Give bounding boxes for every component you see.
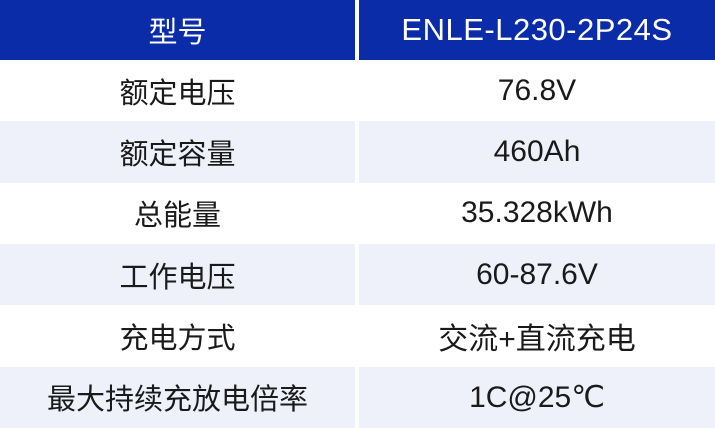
model-number-value: ENLE-L230-2P24S [401, 12, 673, 47]
table-row: 额定容量 460Ah [0, 121, 715, 183]
row-value: 60-87.6V [476, 257, 598, 291]
row-value: 1C@25℃ [469, 380, 605, 414]
table-row: 额定电压 76.8V [0, 60, 715, 122]
column-divider [355, 121, 359, 183]
row-label: 额定容量 [119, 138, 236, 171]
column-divider [355, 305, 359, 367]
row-value: 交流+直流充电 [438, 322, 636, 356]
column-divider [355, 366, 359, 428]
column-divider [355, 182, 359, 244]
row-value: 460Ah [493, 134, 581, 168]
row-label: 额定电压 [119, 77, 236, 110]
row-label: 最大持续充放电倍率 [46, 384, 308, 417]
model-header-label: 型号 [148, 17, 207, 49]
column-divider [355, 243, 359, 306]
row-label: 充电方式 [119, 322, 236, 355]
table-row: 总能量 35.328kWh [0, 182, 715, 244]
column-divider [355, 60, 359, 122]
row-value: 76.8V [497, 73, 577, 107]
table-row: 最大持续充放电倍率 1C@25℃ [0, 366, 715, 428]
table-row: 充电方式 交流+直流充电 [0, 305, 715, 367]
row-value: 35.328kWh [461, 196, 613, 230]
row-label: 总能量 [133, 200, 221, 233]
row-label: 工作电压 [119, 261, 236, 294]
table-row: 工作电压 60-87.6V [0, 243, 715, 306]
column-divider [355, 0, 359, 60]
header-row: 型号 ENLE-L230-2P24S [0, 0, 715, 60]
